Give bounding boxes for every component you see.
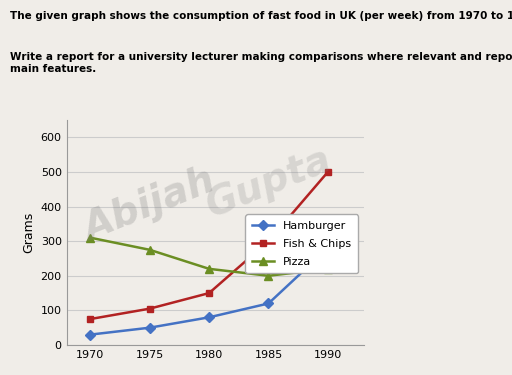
Fish & Chips [87, 317, 93, 321]
Hamburger [265, 301, 271, 306]
Fish & Chips [146, 306, 153, 311]
Text: The given graph shows the consumption of fast food in UK (per week) from 1970 to: The given graph shows the consumption of… [10, 11, 512, 21]
Text: Abijah: Abijah [78, 162, 221, 249]
Hamburger [325, 246, 331, 250]
Y-axis label: Grams: Grams [22, 212, 35, 253]
Fish & Chips [206, 291, 212, 296]
Line: Hamburger: Hamburger [87, 244, 331, 338]
Hamburger [146, 326, 153, 330]
Pizza [265, 273, 271, 278]
Pizza [146, 248, 153, 252]
Hamburger [206, 315, 212, 320]
Fish & Chips [265, 239, 271, 243]
Text: Write a report for a university lecturer making comparisons where relevant and r: Write a report for a university lecturer… [10, 53, 512, 74]
Hamburger [87, 332, 93, 337]
Fish & Chips [325, 170, 331, 174]
Line: Pizza: Pizza [86, 234, 332, 280]
Text: Gupta: Gupta [200, 141, 337, 225]
Pizza [325, 267, 331, 271]
Line: Fish & Chips: Fish & Chips [87, 168, 331, 322]
Pizza [206, 267, 212, 271]
Pizza [87, 236, 93, 240]
Legend: Hamburger, Fish & Chips, Pizza: Hamburger, Fish & Chips, Pizza [245, 214, 358, 273]
